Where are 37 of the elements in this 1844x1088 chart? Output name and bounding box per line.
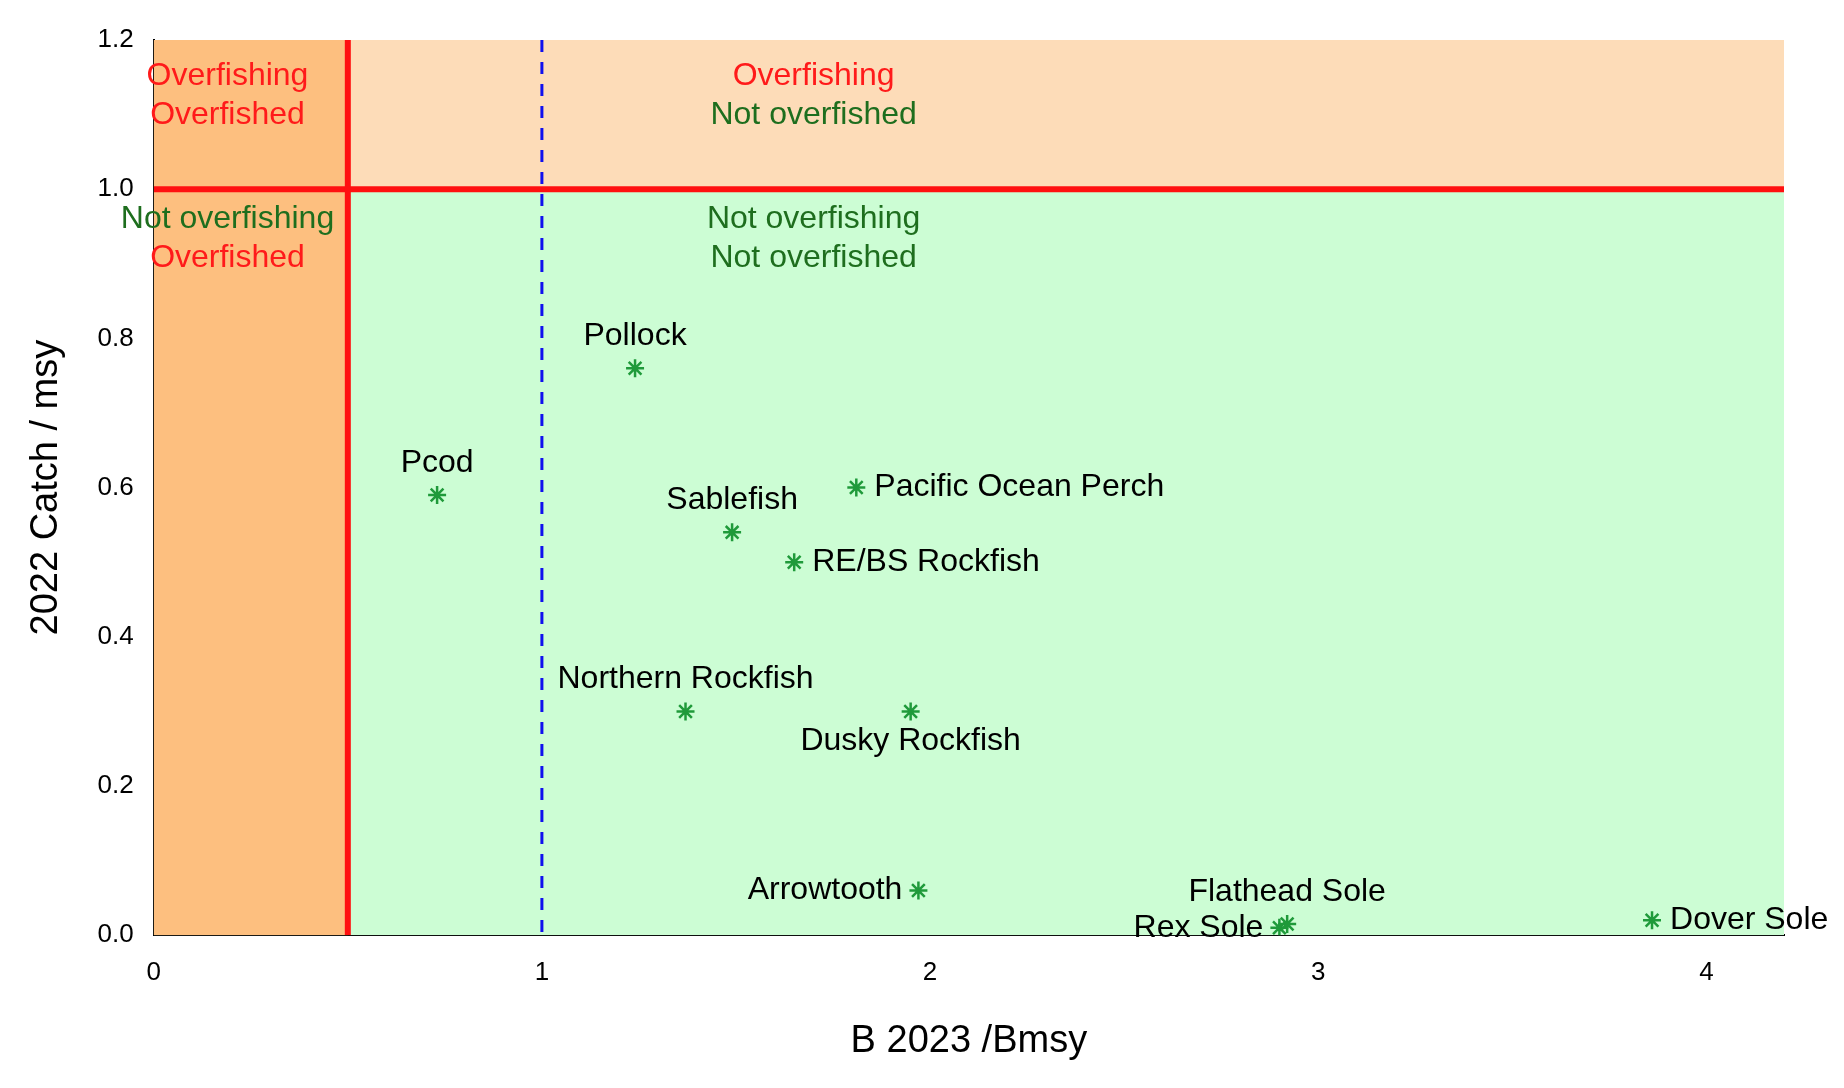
x-tick-label: 4: [1699, 955, 1714, 986]
x-tick-label: 3: [1310, 955, 1326, 986]
y-axis-title: 2022 Catch / msy: [23, 339, 66, 636]
series-label: Sablefish: [666, 480, 798, 517]
y-tick-label: 0.4: [97, 619, 134, 650]
x-axis-title: B 2023 /Bmsy: [850, 1017, 1088, 1060]
annotation: Overfishing Not overfished: [710, 56, 917, 132]
series-label: Dover Sole: [1670, 900, 1829, 937]
point: [900, 701, 921, 722]
series-label: Rex Sole: [1133, 907, 1264, 944]
y-tick-label: 0.0: [97, 918, 134, 949]
series-label: Northern Rockfish: [557, 659, 814, 696]
series-label: Pacific Ocean Perch: [874, 467, 1165, 504]
series-label: Arrowtooth: [747, 870, 903, 907]
point: [783, 551, 805, 573]
series-label: Flathead Sole: [1188, 871, 1386, 908]
point: [1641, 910, 1663, 931]
x-tick-label: 2: [922, 955, 938, 986]
annotation: Not overfishing Not overfished: [706, 198, 921, 274]
y-tick-label: 1.2: [97, 23, 134, 54]
point: [1276, 913, 1298, 935]
point: [675, 701, 696, 722]
x-tick-label: 1: [534, 955, 550, 986]
x-tick-label: 0: [146, 955, 161, 986]
point: [908, 880, 929, 901]
point: [721, 522, 743, 543]
y-tick-label: 0.8: [97, 321, 134, 352]
series-label: Dusky Rockfish: [800, 721, 1021, 758]
series-label: RE/BS Rockfish: [812, 542, 1040, 579]
point: [624, 357, 646, 379]
series-label: Pollock: [583, 316, 688, 353]
y-tick-label: 0.2: [97, 769, 134, 800]
y-tick-label: 1.0: [97, 172, 134, 203]
point: [426, 484, 448, 506]
y-tick-label: 0.6: [97, 470, 134, 501]
point: [846, 477, 867, 498]
series-label: Pcod: [400, 442, 474, 479]
